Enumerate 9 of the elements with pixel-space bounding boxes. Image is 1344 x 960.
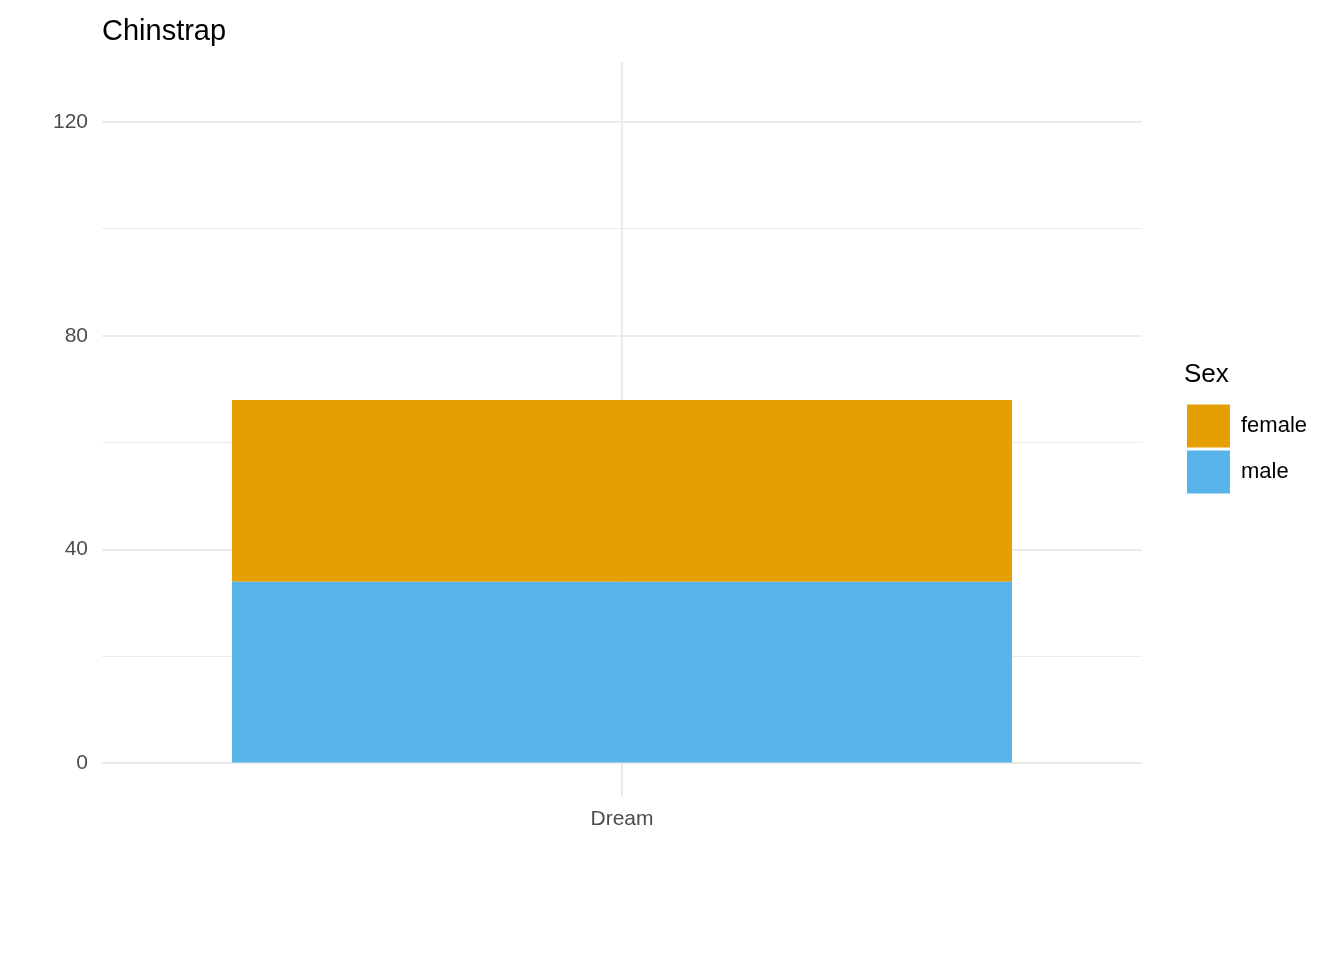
- legend-label: male: [1240, 457, 1289, 483]
- y-tick-label: 80: [64, 322, 88, 346]
- legend-title: Sex: [1183, 358, 1229, 389]
- x-tick-label: Dream: [590, 806, 654, 830]
- y-tick-label: 120: [52, 108, 88, 132]
- chart-title: Chinstrap: [102, 14, 227, 47]
- y-tick-label: 0: [76, 750, 88, 774]
- y-tick-label: 40: [64, 536, 88, 560]
- legend-label: female: [1240, 411, 1308, 437]
